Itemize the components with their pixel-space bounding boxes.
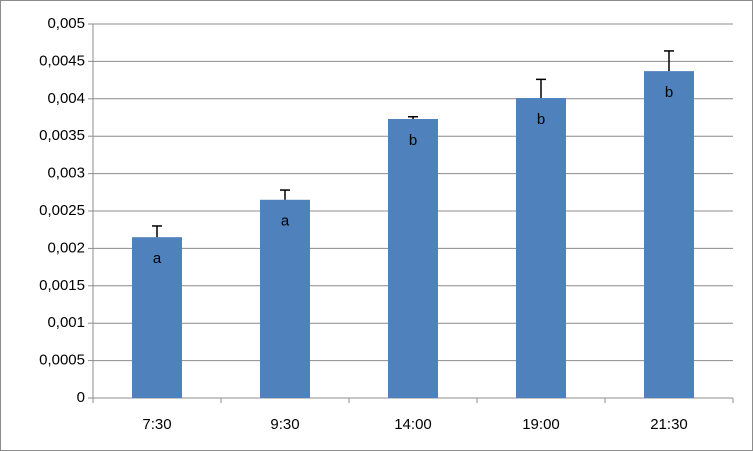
y-tick-label: 0,004 xyxy=(47,90,85,107)
y-tick-label: 0,0005 xyxy=(39,352,85,369)
x-tick-label: 21:30 xyxy=(650,416,688,433)
bar xyxy=(260,199,310,398)
y-tick-label: 0,005 xyxy=(47,15,85,32)
x-tick-label: 19:00 xyxy=(522,416,560,433)
y-tick-label: 0,0015 xyxy=(39,277,85,294)
y-tick-label: 0,0045 xyxy=(39,52,85,69)
annotation: a xyxy=(281,213,290,230)
y-tick-label: 0,0025 xyxy=(39,202,85,219)
x-tick-label: 9:30 xyxy=(270,416,299,433)
annotation: b xyxy=(409,132,417,149)
annotation: a xyxy=(153,250,162,267)
y-tick-label: 0,003 xyxy=(47,165,85,182)
y-tick-label: 0,002 xyxy=(47,239,85,256)
annotation: b xyxy=(665,84,673,101)
bar xyxy=(132,237,182,398)
bar xyxy=(516,98,566,398)
y-tick-label: 0,001 xyxy=(47,314,85,331)
x-tick-label: 14:00 xyxy=(394,416,432,433)
x-tick-label: 7:30 xyxy=(142,416,171,433)
bar xyxy=(388,118,438,398)
y-tick-label: 0,0035 xyxy=(39,127,85,144)
annotation: b xyxy=(537,111,545,128)
bar xyxy=(644,71,694,399)
y-tick-label: 0 xyxy=(77,389,85,406)
